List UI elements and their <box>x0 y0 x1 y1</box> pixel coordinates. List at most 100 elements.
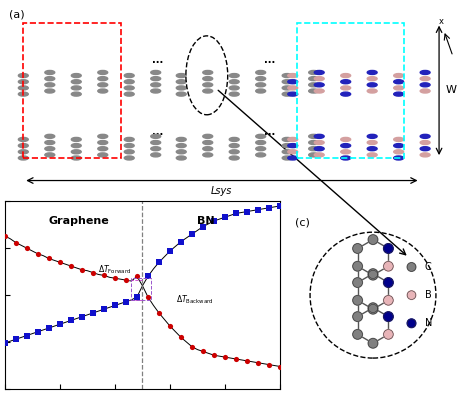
Text: ...: ... <box>264 55 275 65</box>
Circle shape <box>309 134 319 138</box>
Point <box>78 266 86 273</box>
Point <box>188 231 196 237</box>
Point <box>199 348 207 354</box>
Circle shape <box>420 83 430 87</box>
Circle shape <box>203 83 213 87</box>
Circle shape <box>420 141 430 145</box>
Circle shape <box>367 89 377 93</box>
Circle shape <box>229 73 239 77</box>
Circle shape <box>176 86 186 90</box>
Point <box>255 360 262 366</box>
Point <box>243 358 251 364</box>
Circle shape <box>341 86 351 90</box>
Circle shape <box>282 80 292 84</box>
Point <box>265 205 273 211</box>
Point <box>67 318 74 324</box>
Point <box>45 325 53 331</box>
Bar <box>23 23 121 158</box>
Circle shape <box>282 143 292 148</box>
Circle shape <box>176 150 186 154</box>
Point <box>100 272 108 279</box>
Circle shape <box>18 138 28 141</box>
Text: ...: ... <box>153 55 164 65</box>
Circle shape <box>341 80 351 84</box>
Circle shape <box>176 156 186 160</box>
Circle shape <box>394 150 403 154</box>
Circle shape <box>45 83 55 87</box>
Circle shape <box>288 143 298 148</box>
Circle shape <box>394 73 403 77</box>
Circle shape <box>314 147 324 151</box>
Circle shape <box>368 235 378 244</box>
Circle shape <box>341 92 351 96</box>
Circle shape <box>282 138 292 141</box>
Circle shape <box>282 92 292 96</box>
Point <box>1 340 9 346</box>
Point <box>199 223 207 230</box>
Point <box>34 329 42 335</box>
Circle shape <box>203 147 213 151</box>
Circle shape <box>353 278 363 287</box>
Circle shape <box>18 150 28 154</box>
Circle shape <box>288 156 298 160</box>
Point <box>12 336 19 342</box>
Circle shape <box>420 70 430 74</box>
Circle shape <box>368 305 378 314</box>
Circle shape <box>314 83 324 87</box>
Circle shape <box>229 86 239 90</box>
Circle shape <box>176 138 186 141</box>
Circle shape <box>309 141 319 145</box>
Circle shape <box>203 134 213 138</box>
Circle shape <box>394 80 403 84</box>
Point <box>45 255 53 262</box>
Point <box>144 294 152 300</box>
Point <box>122 277 130 283</box>
Point <box>221 214 229 220</box>
Circle shape <box>71 92 81 96</box>
Circle shape <box>98 147 108 151</box>
Point <box>166 323 174 329</box>
Circle shape <box>353 261 363 271</box>
Point <box>276 203 284 209</box>
Circle shape <box>45 141 55 145</box>
Circle shape <box>407 291 416 299</box>
Point <box>78 314 86 320</box>
Circle shape <box>394 143 403 148</box>
Circle shape <box>367 141 377 145</box>
Circle shape <box>18 73 28 77</box>
Circle shape <box>71 86 81 90</box>
Circle shape <box>45 153 55 157</box>
Circle shape <box>309 77 319 81</box>
Circle shape <box>367 83 377 87</box>
Text: (c): (c) <box>295 217 310 228</box>
Circle shape <box>256 153 265 157</box>
Circle shape <box>341 143 351 148</box>
Point <box>166 248 174 254</box>
Circle shape <box>394 156 403 160</box>
Circle shape <box>420 153 430 157</box>
Circle shape <box>367 77 377 81</box>
Point <box>155 259 163 265</box>
Text: x: x <box>439 17 444 26</box>
Circle shape <box>71 138 81 141</box>
Circle shape <box>288 86 298 90</box>
Circle shape <box>341 138 351 141</box>
Circle shape <box>282 150 292 154</box>
Circle shape <box>151 70 161 74</box>
Text: $\Delta T_{\rm Backward}$: $\Delta T_{\rm Backward}$ <box>175 294 213 306</box>
Text: BN: BN <box>197 216 215 226</box>
Text: W: W <box>446 85 457 95</box>
Point <box>34 251 42 257</box>
Circle shape <box>256 147 265 151</box>
Circle shape <box>394 92 403 96</box>
Circle shape <box>282 156 292 160</box>
Circle shape <box>151 77 161 81</box>
Circle shape <box>383 244 393 253</box>
Circle shape <box>383 278 393 287</box>
Circle shape <box>151 147 161 151</box>
Circle shape <box>18 80 28 84</box>
Circle shape <box>282 73 292 77</box>
Circle shape <box>151 153 161 157</box>
Point <box>56 321 64 327</box>
Circle shape <box>98 77 108 81</box>
